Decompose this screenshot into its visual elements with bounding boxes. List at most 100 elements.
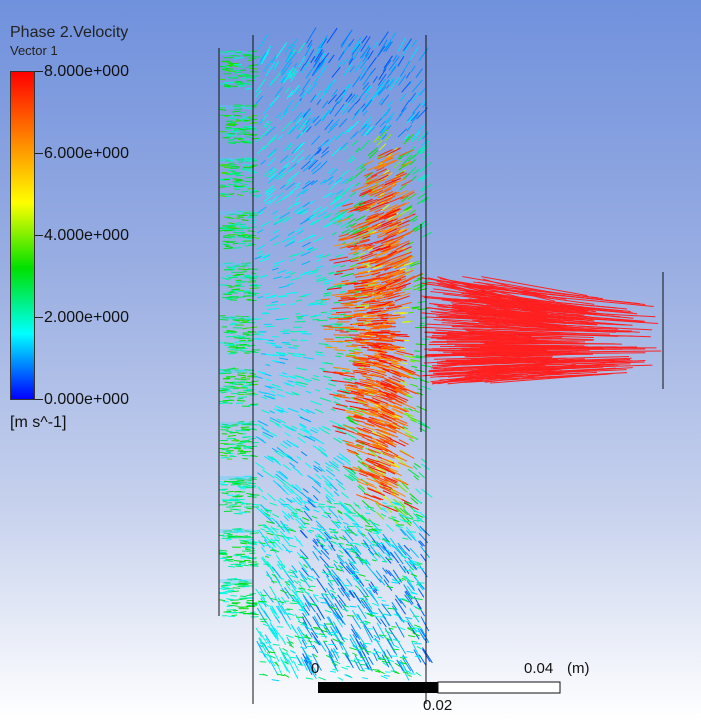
legend-tick-label-5: 0.000e+000 bbox=[44, 391, 129, 408]
velocity-vector bbox=[369, 204, 386, 213]
velocity-vector bbox=[309, 248, 318, 252]
velocity-vector bbox=[234, 232, 244, 234]
velocity-vector bbox=[234, 387, 245, 389]
velocity-vector bbox=[299, 526, 307, 529]
velocity-vector bbox=[365, 388, 382, 393]
velocity-vector bbox=[338, 546, 345, 549]
velocity-vector bbox=[332, 425, 346, 430]
velocity-vector bbox=[280, 566, 288, 574]
velocity-vector bbox=[384, 79, 390, 87]
velocity-vector bbox=[434, 349, 524, 352]
scale-label-end: 0.04 bbox=[524, 660, 554, 677]
velocity-vector bbox=[287, 144, 293, 151]
velocity-vector bbox=[226, 331, 234, 334]
velocity-vector bbox=[419, 628, 426, 638]
velocity-vector bbox=[420, 488, 433, 498]
velocity-vector bbox=[272, 62, 279, 72]
velocity-vector bbox=[418, 471, 425, 479]
velocity-vector bbox=[271, 344, 281, 347]
velocity-vector bbox=[237, 397, 244, 400]
velocity-vector bbox=[282, 648, 288, 652]
velocity-vector bbox=[284, 44, 291, 54]
velocity-vector bbox=[362, 73, 372, 86]
velocity-vector bbox=[446, 332, 594, 339]
inlet-band bbox=[219, 158, 253, 162]
velocity-vector bbox=[380, 675, 388, 680]
velocity-vector bbox=[401, 189, 415, 198]
velocity-vector bbox=[391, 283, 406, 291]
velocity-vector bbox=[289, 656, 297, 659]
velocity-vector bbox=[292, 497, 298, 503]
velocity-vector bbox=[288, 171, 299, 181]
velocity-vector bbox=[225, 274, 232, 277]
velocity-vector bbox=[382, 533, 390, 542]
velocity-vector bbox=[323, 564, 332, 574]
velocity-vector bbox=[223, 247, 234, 250]
velocity-vector bbox=[375, 479, 384, 485]
velocity-vector bbox=[362, 278, 379, 283]
velocity-vector bbox=[262, 144, 269, 151]
velocity-vector bbox=[302, 164, 311, 172]
velocity-vector bbox=[322, 593, 329, 596]
velocity-vector bbox=[382, 368, 402, 378]
velocity-vector bbox=[271, 300, 279, 304]
velocity-vector bbox=[422, 326, 538, 334]
velocity-vector bbox=[334, 272, 343, 276]
velocity-vector bbox=[397, 380, 407, 384]
velocity-vector bbox=[358, 270, 368, 274]
velocity-vector bbox=[227, 159, 234, 162]
velocity-vector bbox=[347, 218, 356, 224]
velocity-vector bbox=[225, 69, 235, 72]
velocity-vector bbox=[345, 544, 353, 547]
velocity-vector bbox=[280, 589, 288, 594]
velocity-vector bbox=[334, 660, 341, 665]
velocity-vector bbox=[417, 301, 426, 304]
velocity-vector bbox=[328, 633, 337, 636]
velocity-vector bbox=[275, 424, 283, 429]
velocity-vector bbox=[219, 51, 228, 53]
velocity-vector bbox=[391, 191, 400, 197]
velocity-vector bbox=[273, 229, 280, 234]
velocity-vector bbox=[280, 317, 289, 320]
velocity-vector bbox=[439, 278, 558, 299]
velocity-vector bbox=[359, 306, 369, 309]
velocity-vector bbox=[402, 575, 407, 578]
velocity-vector bbox=[288, 239, 296, 244]
velocity-vector bbox=[400, 386, 419, 395]
velocity-vector bbox=[246, 375, 253, 377]
velocity-vector bbox=[399, 518, 407, 523]
velocity-vector bbox=[332, 264, 341, 268]
velocity-vector bbox=[379, 578, 386, 586]
velocity-vector bbox=[376, 228, 393, 237]
velocity-vector bbox=[337, 92, 346, 104]
velocity-vector bbox=[371, 400, 381, 406]
velocity-vector bbox=[441, 318, 568, 327]
velocity-vector bbox=[381, 413, 396, 421]
velocity-vector bbox=[409, 262, 421, 267]
velocity-vector bbox=[409, 159, 416, 166]
velocity-vector bbox=[267, 455, 274, 461]
velocity-vector bbox=[224, 114, 231, 117]
velocity-vector bbox=[361, 123, 368, 130]
velocity-vector bbox=[232, 274, 241, 277]
velocity-vector bbox=[233, 71, 242, 74]
velocity-vector bbox=[377, 552, 387, 563]
velocity-vector bbox=[305, 116, 316, 130]
velocity-vector bbox=[225, 376, 236, 378]
velocity-vector bbox=[393, 160, 402, 169]
velocity-vector bbox=[367, 258, 373, 262]
velocity-vector bbox=[364, 661, 370, 666]
velocity-vector bbox=[353, 44, 363, 61]
velocity-vector bbox=[317, 535, 325, 540]
velocity-vector bbox=[240, 225, 247, 228]
velocity-vector bbox=[398, 183, 408, 191]
velocity-vector bbox=[235, 496, 243, 498]
velocity-vector bbox=[220, 179, 227, 182]
velocity-vector bbox=[352, 418, 365, 423]
velocity-vector bbox=[278, 576, 285, 580]
velocity-vector bbox=[384, 32, 397, 49]
velocity-vector bbox=[242, 211, 253, 214]
velocity-vector bbox=[364, 518, 371, 522]
